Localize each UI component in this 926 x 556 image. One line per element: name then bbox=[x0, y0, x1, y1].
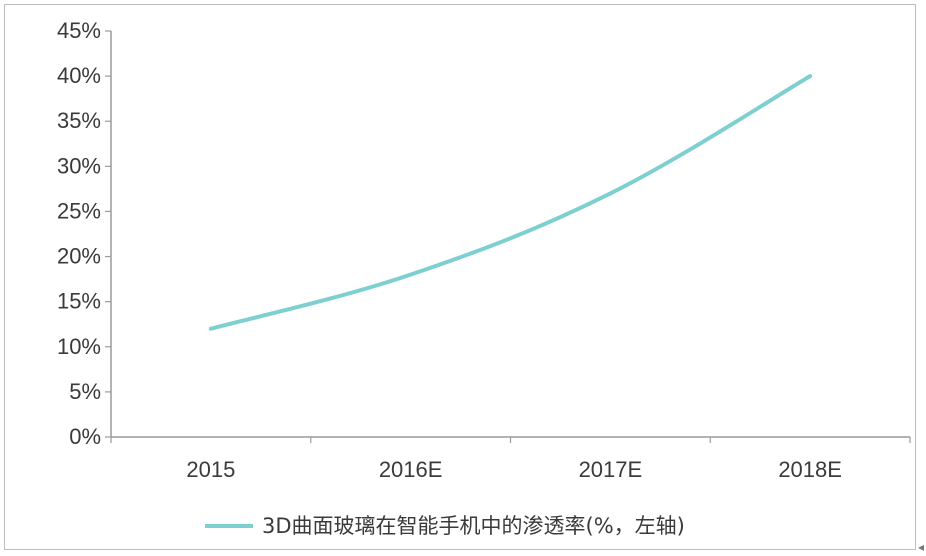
chart-frame bbox=[4, 4, 916, 550]
x-tick-label: 2017E bbox=[579, 457, 643, 482]
y-tick-label: 15% bbox=[57, 289, 101, 314]
x-tick-label: 2018E bbox=[778, 457, 842, 482]
y-tick-label: 5% bbox=[69, 379, 101, 404]
corner-mark: ◂ bbox=[917, 540, 924, 554]
y-tick-label: 10% bbox=[57, 334, 101, 359]
legend: 3D曲面玻璃在智能手机中的渗透率(%，左轴) bbox=[205, 514, 685, 538]
y-tick-label: 25% bbox=[57, 198, 101, 223]
y-axis-ticks: 0% 5% 10% 15% 20% 25% 30% 35% 40% 45% bbox=[57, 18, 111, 449]
x-axis-ticks: 2015 2016E 2017E 2018E bbox=[110, 437, 911, 482]
series-layer bbox=[208, 74, 813, 331]
series-line bbox=[208, 74, 813, 331]
legend-label: 3D曲面玻璃在智能手机中的渗透率(%，左轴) bbox=[262, 514, 685, 538]
y-tick-label: 45% bbox=[57, 18, 101, 43]
y-tick-label: 30% bbox=[57, 153, 101, 178]
y-tick-label: 35% bbox=[57, 108, 101, 133]
y-tick-label: 0% bbox=[69, 424, 101, 449]
y-tick-label: 20% bbox=[57, 244, 101, 269]
x-tick-label: 2016E bbox=[379, 457, 443, 482]
x-tick-label: 2015 bbox=[186, 457, 235, 482]
y-tick-label: 40% bbox=[57, 63, 101, 88]
